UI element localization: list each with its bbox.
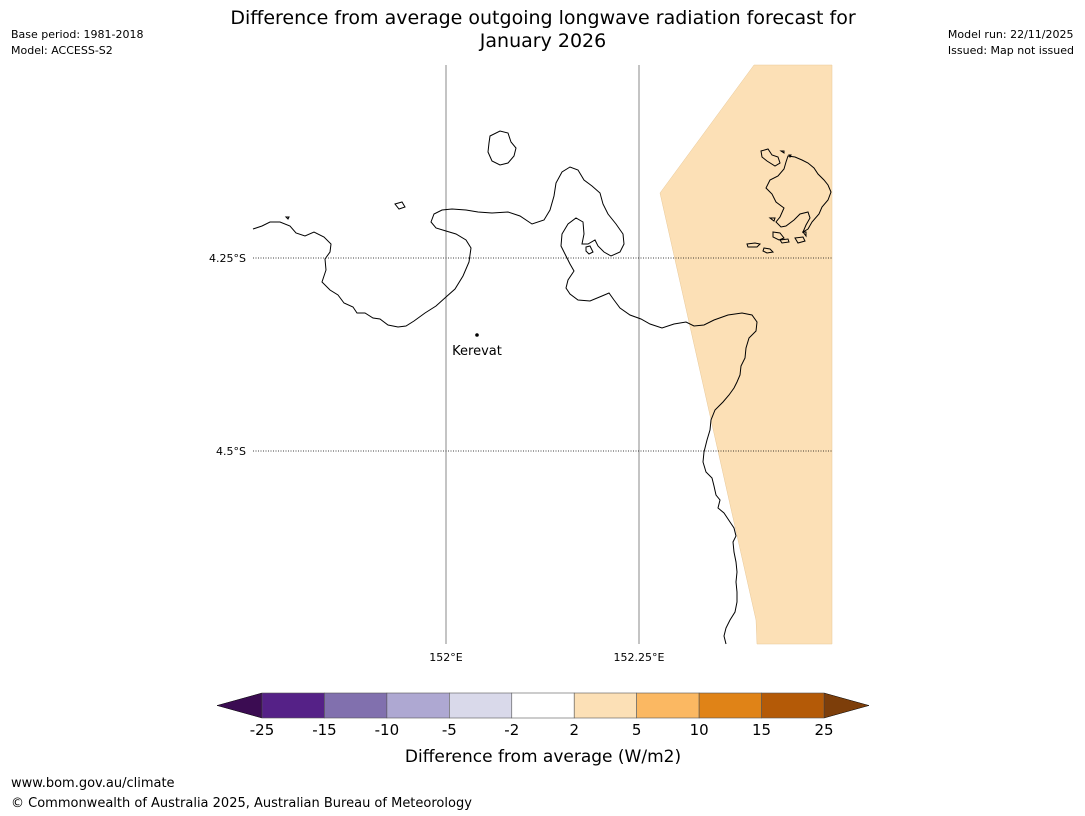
bom-url[interactable]: www.bom.gov.au/climate	[11, 776, 175, 791]
colorbar-min-arrow	[216, 692, 263, 719]
lon-label-152-25e: 152.25°E	[614, 651, 665, 664]
islet-harbour	[585, 245, 594, 255]
model-run-text: Model run: 22/11/2025	[947, 28, 1074, 41]
title-line-2: January 2026	[479, 30, 607, 52]
kerevat-marker	[475, 333, 479, 337]
model-info: Base period: 1981-2018 Model: ACCESS-S2	[11, 27, 143, 59]
lat-label-4-5s: 4.5°S	[216, 445, 246, 458]
coastline-mainland	[252, 166, 758, 645]
colorbar: -25 -15 -10 -5 -2 2 5 10 15 25	[216, 692, 870, 739]
colorbar-tick-label: -2	[504, 721, 519, 739]
colorbar-bin-0	[261, 692, 325, 719]
colorbar-bin-5	[573, 692, 637, 719]
colorbar-bin-3	[449, 692, 513, 719]
model-name-text: Model: ACCESS-S2	[11, 44, 113, 57]
lon-label-152e: 152°E	[429, 651, 462, 664]
issued-text: Issued: Map not issued	[947, 44, 1074, 57]
colorbar-tick-label: 5	[632, 721, 642, 739]
anomaly-region-2-to-5	[659, 64, 833, 645]
colorbar-tick-label: -5	[442, 721, 457, 739]
colorbar-title: Difference from average (W/m2)	[405, 747, 681, 767]
colorbar-bin-2	[386, 692, 450, 719]
duke-of-york-islands	[746, 148, 832, 254]
base-period-text: Base period: 1981-2018	[11, 28, 144, 41]
map-title: Difference from average outgoing longwav…	[180, 7, 906, 53]
colorbar-tick-label: 2	[569, 721, 579, 739]
colorbar-tick-label: -10	[375, 721, 400, 739]
colorbar-tick-label: 15	[752, 721, 771, 739]
islet-far-west	[284, 216, 290, 220]
colorbar-bin-8	[761, 692, 825, 719]
run-info: Model run: 22/11/2025 Issued: Map not is…	[948, 27, 1074, 59]
islet-west	[394, 201, 406, 210]
colorbar-bin-7	[698, 692, 762, 719]
colorbar-tick-label: 10	[690, 721, 709, 739]
colorbar-bin-1	[324, 692, 388, 719]
colorbar-bin-4	[511, 692, 575, 719]
colorbar-tick-label: -15	[312, 721, 337, 739]
lat-label-4-25s: 4.25°S	[209, 252, 246, 265]
colorbar-tick-label: 25	[814, 721, 833, 739]
colorbar-max-arrow	[823, 692, 870, 719]
colorbar-bin-6	[636, 692, 700, 719]
copyright-text: © Commonwealth of Australia 2025, Austra…	[11, 796, 472, 811]
colorbar-tick-label: -25	[250, 721, 275, 739]
island-north	[487, 130, 517, 166]
kerevat-label: Kerevat	[452, 344, 502, 359]
title-line-1: Difference from average outgoing longwav…	[230, 7, 856, 29]
